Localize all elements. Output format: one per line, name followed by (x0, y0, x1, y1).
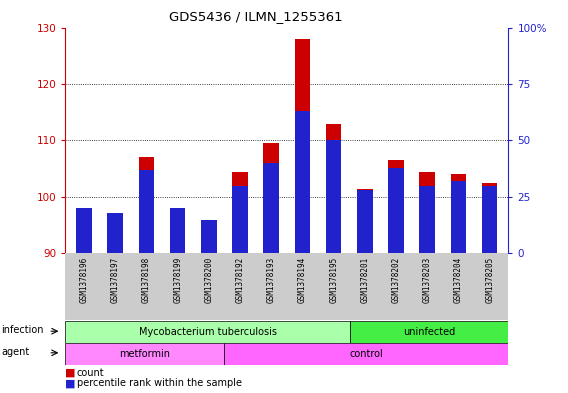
Text: control: control (349, 349, 383, 359)
Text: GSM1378202: GSM1378202 (391, 257, 400, 303)
Text: GSM1378193: GSM1378193 (267, 257, 275, 303)
Text: GSM1378199: GSM1378199 (173, 257, 182, 303)
Bar (264, 163, 279, 253)
Text: ■: ■ (65, 368, 80, 378)
Text: uninfected: uninfected (403, 327, 456, 337)
Bar (139, 170, 154, 253)
Bar (65, 253, 508, 320)
Text: GSM1378203: GSM1378203 (423, 257, 432, 303)
Bar (389, 167, 404, 253)
Bar (326, 123, 341, 253)
Text: infection: infection (1, 325, 44, 335)
Bar (450, 181, 466, 253)
Bar (419, 172, 435, 253)
Bar (232, 185, 248, 253)
Text: GSM1378197: GSM1378197 (111, 257, 120, 303)
Bar (482, 183, 498, 253)
Bar (450, 174, 466, 253)
Bar (76, 208, 92, 253)
Text: GSM1378194: GSM1378194 (298, 257, 307, 303)
Text: GSM1378198: GSM1378198 (142, 257, 151, 303)
Bar (107, 213, 123, 253)
Text: GSM1378195: GSM1378195 (329, 257, 338, 303)
Text: GSM1378201: GSM1378201 (360, 257, 369, 303)
Bar (326, 140, 341, 253)
Bar (65, 343, 224, 365)
Bar (107, 214, 123, 253)
Text: agent: agent (1, 347, 30, 357)
Bar (201, 222, 216, 253)
Bar (65, 321, 350, 343)
Text: GSM1378200: GSM1378200 (204, 257, 214, 303)
Bar (357, 190, 373, 253)
Bar (76, 211, 92, 253)
Text: ■: ■ (65, 378, 80, 388)
Text: count: count (77, 368, 105, 378)
Bar (224, 343, 508, 365)
Bar (201, 220, 216, 253)
Bar (170, 211, 185, 253)
Text: metformin: metformin (119, 349, 170, 359)
Text: GSM1378196: GSM1378196 (80, 257, 89, 303)
Bar (350, 321, 508, 343)
Text: GDS5436 / ILMN_1255361: GDS5436 / ILMN_1255361 (169, 10, 343, 23)
Text: GSM1378192: GSM1378192 (236, 257, 245, 303)
Bar (139, 158, 154, 253)
Bar (389, 160, 404, 253)
Bar (419, 185, 435, 253)
Bar (482, 185, 498, 253)
Bar (295, 111, 310, 253)
Bar (357, 189, 373, 253)
Bar (170, 208, 185, 253)
Bar (264, 143, 279, 253)
Bar (232, 172, 248, 253)
Bar (295, 39, 310, 253)
Text: percentile rank within the sample: percentile rank within the sample (77, 378, 241, 388)
Text: Mycobacterium tuberculosis: Mycobacterium tuberculosis (139, 327, 277, 337)
Text: GSM1378204: GSM1378204 (454, 257, 463, 303)
Text: GSM1378205: GSM1378205 (485, 257, 494, 303)
